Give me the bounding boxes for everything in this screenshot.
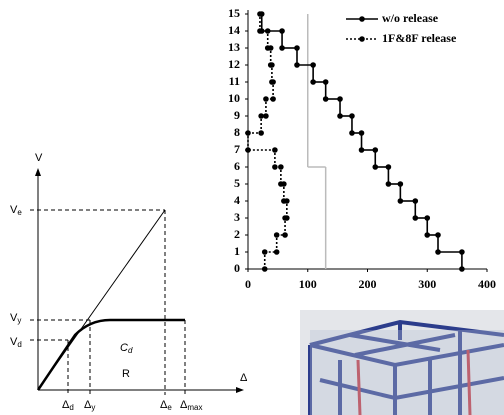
marker bbox=[278, 181, 284, 187]
marker bbox=[265, 45, 271, 51]
marker bbox=[258, 113, 264, 119]
y-axis-label: V bbox=[35, 152, 43, 164]
y-tick-label: 2 bbox=[234, 227, 240, 241]
marker bbox=[372, 147, 378, 153]
pushover-diagram: V Δ Ve Vy Vd Cd R Δd Δy Δe Δmax bbox=[10, 152, 248, 412]
marker bbox=[294, 45, 300, 51]
y-tick-label: 13 bbox=[228, 40, 240, 54]
label: Cd bbox=[120, 342, 133, 355]
y-tick-label: 0 bbox=[234, 261, 240, 275]
x-tick-label: 400 bbox=[478, 277, 496, 291]
marker bbox=[459, 266, 465, 272]
marker bbox=[349, 130, 355, 136]
marker bbox=[268, 62, 274, 68]
legend-marker bbox=[359, 16, 365, 22]
legend-label: w/o release bbox=[382, 11, 439, 25]
y-tick-label: 4 bbox=[234, 193, 240, 207]
x-axis-label: Δ bbox=[240, 372, 248, 384]
marker bbox=[284, 215, 290, 221]
marker bbox=[262, 266, 268, 272]
label: Δy bbox=[84, 399, 95, 412]
marker bbox=[262, 249, 268, 255]
y-tick-label: 14 bbox=[228, 23, 240, 37]
marker bbox=[386, 164, 392, 170]
marker bbox=[272, 164, 278, 170]
x-tick-label: 0 bbox=[245, 277, 251, 291]
marker bbox=[270, 96, 276, 102]
y-tick-label: 15 bbox=[228, 6, 240, 20]
y-tick-label: 12 bbox=[228, 57, 240, 71]
marker bbox=[274, 249, 280, 255]
legend-label: 1F&8F release bbox=[382, 31, 457, 45]
marker bbox=[279, 28, 285, 34]
marker bbox=[424, 215, 430, 221]
marker bbox=[269, 79, 275, 85]
x-tick-label: 100 bbox=[299, 277, 317, 291]
marker bbox=[257, 11, 263, 17]
marker bbox=[337, 113, 343, 119]
marker bbox=[263, 96, 269, 102]
marker bbox=[279, 45, 285, 51]
marker bbox=[278, 164, 284, 170]
label: Vy bbox=[10, 312, 21, 325]
x-tick-label: 200 bbox=[359, 277, 377, 291]
marker bbox=[323, 96, 329, 102]
marker bbox=[257, 28, 263, 34]
page: V Δ Ve Vy Vd Cd R Δd Δy Δe Δmax 01234567… bbox=[0, 0, 504, 415]
marker bbox=[265, 28, 271, 34]
marker bbox=[435, 232, 441, 238]
y-tick-label: 9 bbox=[234, 108, 240, 122]
marker bbox=[359, 147, 365, 153]
marker bbox=[263, 113, 269, 119]
marker bbox=[413, 198, 419, 204]
capacity-curve bbox=[38, 320, 185, 390]
label: Δd bbox=[62, 399, 74, 412]
y-tick-label: 8 bbox=[234, 125, 240, 139]
marker bbox=[413, 215, 419, 221]
label: Δmax bbox=[180, 399, 202, 412]
y-tick-label: 7 bbox=[234, 142, 240, 156]
y-tick-label: 6 bbox=[234, 159, 240, 173]
marker bbox=[424, 232, 430, 238]
marker bbox=[310, 79, 316, 85]
marker bbox=[359, 130, 365, 136]
marker bbox=[274, 232, 280, 238]
label: Ve bbox=[10, 204, 22, 217]
y-tick-label: 11 bbox=[229, 74, 240, 88]
marker bbox=[310, 62, 316, 68]
label: Δe bbox=[160, 399, 172, 412]
marker bbox=[245, 147, 251, 153]
slab bbox=[310, 330, 504, 415]
marker bbox=[281, 198, 287, 204]
marker bbox=[282, 232, 288, 238]
y-tick-label: 1 bbox=[234, 244, 240, 258]
label: R bbox=[122, 368, 130, 380]
marker bbox=[323, 79, 329, 85]
x-tick-label: 300 bbox=[418, 277, 436, 291]
legend-marker bbox=[359, 36, 365, 42]
y-tick-label: 10 bbox=[228, 91, 240, 105]
marker bbox=[386, 181, 392, 187]
marker bbox=[245, 130, 251, 136]
marker bbox=[372, 164, 378, 170]
marker bbox=[272, 147, 278, 153]
y-tick-label: 3 bbox=[234, 210, 240, 224]
marker bbox=[435, 249, 441, 255]
marker bbox=[459, 249, 465, 255]
building-render bbox=[300, 310, 504, 415]
marker bbox=[258, 130, 264, 136]
y-tick-label: 5 bbox=[234, 176, 240, 190]
marker bbox=[294, 62, 300, 68]
marker bbox=[337, 96, 343, 102]
marker bbox=[398, 198, 404, 204]
marker bbox=[349, 113, 355, 119]
label: Vd bbox=[10, 336, 22, 349]
marker bbox=[398, 181, 404, 187]
